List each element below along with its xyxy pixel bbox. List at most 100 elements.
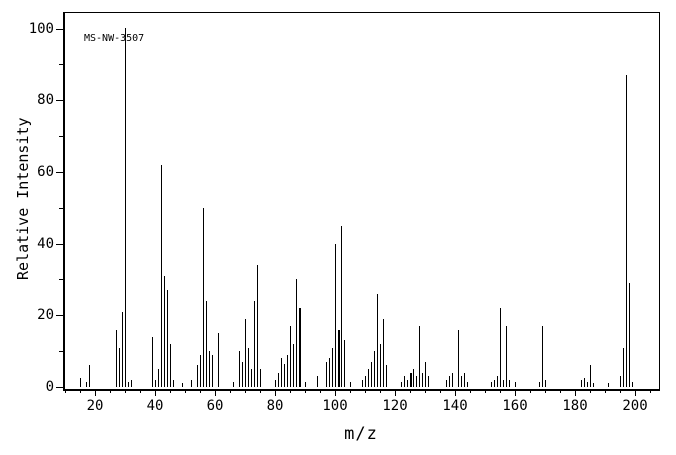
peak-bar — [251, 369, 252, 387]
peak-bar — [371, 362, 372, 387]
peak-bar — [500, 308, 501, 387]
y-major-tick — [56, 244, 63, 245]
peak-bar — [275, 380, 276, 387]
peak-bar — [446, 380, 447, 387]
x-minor-tick — [110, 389, 111, 393]
peak-bar — [332, 348, 333, 387]
x-minor-tick — [65, 389, 66, 393]
peak-bar — [248, 348, 249, 387]
peak-bar — [608, 383, 609, 387]
y-minor-tick — [59, 208, 63, 209]
x-major-tick — [455, 389, 456, 396]
peak-bar — [218, 333, 219, 387]
peak-bar — [344, 340, 345, 387]
peak-bar — [89, 365, 90, 387]
x-minor-tick — [140, 389, 141, 393]
peak-bar — [458, 330, 459, 387]
peak-bar — [449, 376, 450, 387]
peak-bar — [464, 373, 465, 387]
x-minor-tick — [320, 389, 321, 393]
peak-bar — [164, 276, 165, 387]
x-minor-tick — [350, 389, 351, 393]
peak-bar — [632, 382, 633, 387]
x-minor-tick — [80, 389, 81, 393]
y-major-tick — [56, 100, 63, 101]
peak-bar — [122, 312, 123, 387]
x-major-tick — [395, 389, 396, 396]
x-tick-label: 80 — [266, 398, 284, 414]
peak-bar — [191, 380, 192, 387]
x-major-tick — [275, 389, 276, 396]
peak-bar — [365, 376, 366, 387]
peak-bar — [170, 344, 171, 387]
peak-bar — [338, 330, 340, 387]
peak-bar — [620, 376, 621, 387]
peak-bar — [167, 290, 168, 387]
y-major-tick — [56, 29, 63, 30]
x-minor-tick — [200, 389, 201, 393]
peak-bar — [581, 380, 582, 387]
y-tick-label: 80 — [37, 92, 54, 108]
peak-bar — [452, 373, 453, 387]
peak-bar — [182, 383, 183, 387]
peak-bar — [461, 376, 462, 387]
peak-bar — [152, 337, 153, 387]
peak-bar — [203, 208, 204, 387]
peak-bar — [155, 380, 156, 387]
x-tick-label: 100 — [322, 398, 348, 414]
peak-bar — [509, 380, 510, 387]
peak-bar — [623, 348, 624, 387]
x-minor-tick — [380, 389, 381, 393]
x-minor-tick — [410, 389, 411, 393]
peak-bar — [233, 382, 234, 387]
x-tick-label: 140 — [442, 398, 468, 414]
peak-bar — [80, 378, 81, 387]
peak-bar — [212, 355, 213, 387]
peak-bar — [242, 362, 243, 387]
peak-bar — [278, 373, 279, 387]
peak-bar — [239, 351, 240, 387]
x-minor-tick — [245, 389, 246, 393]
peak-bar — [491, 382, 492, 387]
x-major-tick — [215, 389, 216, 396]
peak-bar — [161, 165, 162, 387]
peak-bar — [209, 351, 210, 387]
peak-bar — [374, 351, 375, 387]
x-major-tick — [95, 389, 96, 396]
peak-bar — [494, 380, 495, 387]
x-major-tick — [515, 389, 516, 396]
peak-bar — [515, 382, 516, 387]
peak-bar — [86, 382, 87, 387]
x-minor-tick — [530, 389, 531, 393]
peak-bar — [299, 308, 301, 387]
x-minor-tick — [560, 389, 561, 393]
y-tick-label: 60 — [37, 164, 54, 180]
peak-bar — [497, 376, 498, 387]
peak-bar — [305, 382, 306, 387]
x-minor-tick — [590, 389, 591, 393]
x-tick-label: 40 — [146, 398, 164, 414]
x-minor-tick — [425, 389, 426, 393]
peak-bar — [317, 376, 318, 387]
peak-bar — [329, 358, 330, 387]
peak-bar — [281, 358, 282, 387]
peak-bar — [197, 365, 198, 387]
peak-bar — [407, 380, 408, 387]
y-minor-tick — [59, 351, 63, 352]
x-minor-tick — [365, 389, 366, 393]
x-tick-label: 200 — [622, 398, 648, 414]
peak-bar — [545, 380, 546, 387]
y-minor-tick — [59, 136, 63, 137]
peak-bar — [206, 301, 207, 387]
x-major-tick — [575, 389, 576, 396]
peak-bar — [284, 364, 285, 387]
peak-bar — [584, 378, 585, 387]
peak-bar — [428, 376, 429, 387]
y-axis-title: Relative Intensity — [14, 117, 32, 280]
peak-bar — [119, 348, 120, 387]
peak-bar — [425, 362, 426, 387]
y-major-tick — [56, 172, 63, 173]
x-tick-label: 20 — [86, 398, 104, 414]
x-minor-tick — [650, 389, 651, 393]
